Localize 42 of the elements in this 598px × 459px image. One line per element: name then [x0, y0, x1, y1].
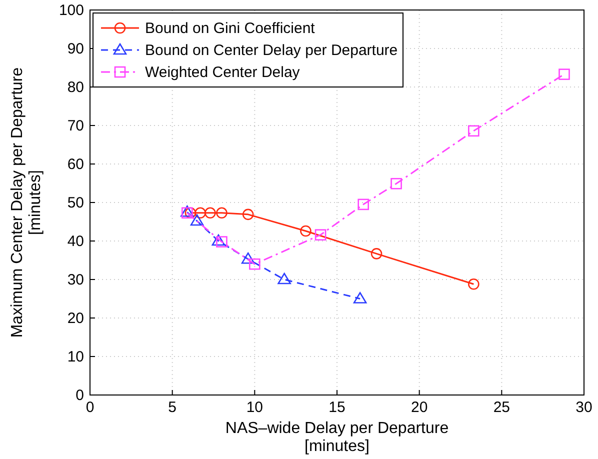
y-tick-label: 10: [67, 348, 84, 366]
y-tick-label: 20: [67, 310, 84, 327]
x-tick-label: 0: [86, 399, 94, 416]
x-tick-label: 25: [493, 399, 510, 416]
point: [216, 207, 228, 219]
point: [353, 292, 367, 304]
y-tick-label: 70: [67, 118, 84, 134]
y-axis-title: Maximum Center Delay per Departure [minutes]: [9, 67, 44, 338]
y-tick-label: 30: [67, 272, 84, 288]
point: [194, 207, 206, 219]
x-tick-label: 30: [576, 399, 592, 416]
y-tick-label: 60: [67, 156, 84, 173]
y-tick-label: 100: [58, 2, 84, 19]
x-tick-label: 10: [246, 399, 264, 416]
point: [212, 234, 226, 246]
y-tick-label: 50: [67, 194, 84, 212]
y-tick-label: 90: [67, 40, 84, 58]
x-tick-label: 15: [328, 399, 346, 416]
point: [204, 207, 216, 219]
point: [370, 248, 382, 260]
point: [358, 198, 369, 210]
point: [468, 125, 480, 137]
point: [314, 229, 326, 240]
point: [216, 236, 228, 248]
x-tick-label: 20: [410, 399, 428, 416]
point: [241, 252, 255, 264]
point: [278, 272, 291, 284]
x-axis-title: NAS–wide Delay per Departure [minutes]: [225, 420, 449, 455]
y-tick-label: 40: [67, 233, 84, 250]
point: [242, 208, 254, 220]
legend-label: Bound on Gini Coefficient: [145, 20, 316, 37]
legend-label: Bound on Center Delay per Departure: [145, 42, 398, 59]
y-tick-label: 80: [67, 79, 84, 96]
point: [190, 214, 204, 226]
point: [249, 258, 260, 270]
point: [468, 278, 480, 290]
point: [300, 225, 312, 237]
x-tick-label: 5: [168, 399, 177, 416]
y-tick-label: 0: [76, 387, 84, 404]
point: [390, 178, 402, 190]
point: [558, 68, 570, 80]
legend-label: Weighted Center Delay: [145, 64, 300, 81]
